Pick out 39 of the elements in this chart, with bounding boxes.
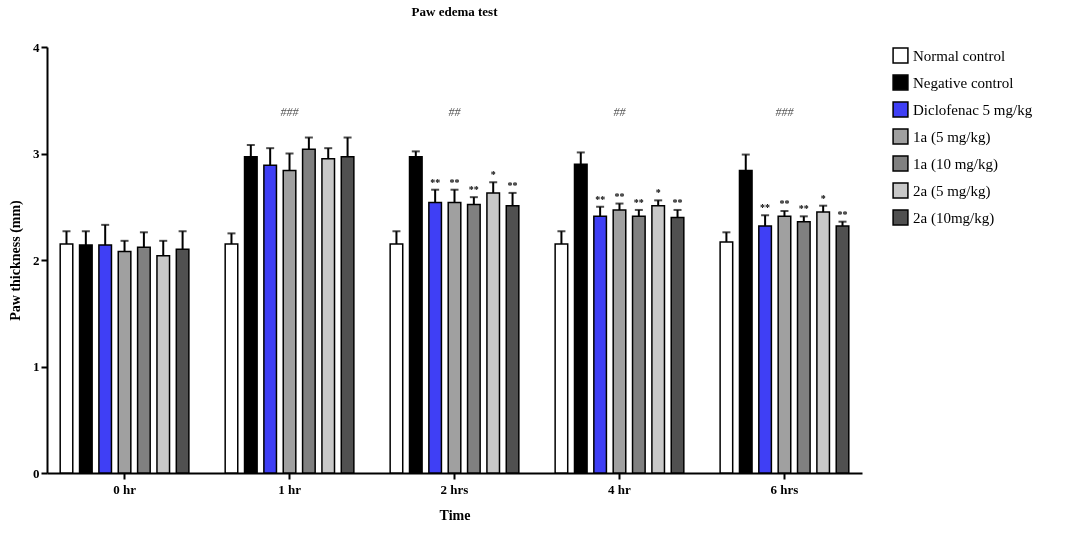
x-tick-label: 1 hr	[278, 481, 302, 497]
legend-label: 2a (5 mg/kg)	[913, 182, 991, 200]
legend-label: Normal control	[913, 47, 1006, 64]
data-label: **	[779, 198, 790, 210]
chart-title: Paw edema test	[411, 4, 499, 19]
annotation: ##	[448, 105, 462, 120]
annotation: ###	[280, 105, 300, 120]
data-label: **	[837, 208, 848, 220]
y-tick-label: 4	[33, 39, 40, 55]
x-tick-label: 0 hr	[113, 481, 137, 497]
data-label: **	[798, 203, 809, 215]
data-label: **	[672, 196, 683, 208]
annotation: ###	[775, 105, 795, 120]
data-label: **	[614, 190, 625, 202]
legend-label: 2a (10mg/kg)	[913, 209, 995, 227]
data-label: **	[449, 176, 460, 188]
y-tick-label: 2	[33, 252, 40, 268]
x-tick-label: 6 hrs	[770, 481, 799, 497]
annotation: ##	[613, 105, 627, 120]
data-label: *	[655, 187, 661, 199]
data-label: **	[595, 193, 606, 205]
x-tick-label: 2 hrs	[440, 481, 469, 497]
legend-label: Diclofenac 5 mg/kg	[913, 101, 1033, 118]
data-label: **	[633, 196, 644, 208]
x-axis-title: Time	[439, 507, 471, 523]
data-label: *	[820, 192, 826, 204]
legend-label: Negative control	[913, 74, 1014, 91]
x-tick-label: 4 hr	[608, 481, 632, 497]
y-axis-title: Paw thickness (mm)	[8, 199, 24, 321]
data-label: **	[507, 179, 518, 191]
data-label: **	[760, 202, 771, 214]
y-tick-label: 0	[33, 465, 40, 481]
data-label: **	[430, 176, 441, 188]
legend-label: 1a (10 mg/kg)	[913, 155, 998, 173]
y-tick-label: 3	[33, 146, 40, 161]
data-label: **	[468, 184, 479, 196]
legend-label: 1a (5 mg/kg)	[913, 128, 991, 146]
y-tick-label: 1	[33, 359, 40, 374]
data-label: *	[490, 169, 496, 181]
